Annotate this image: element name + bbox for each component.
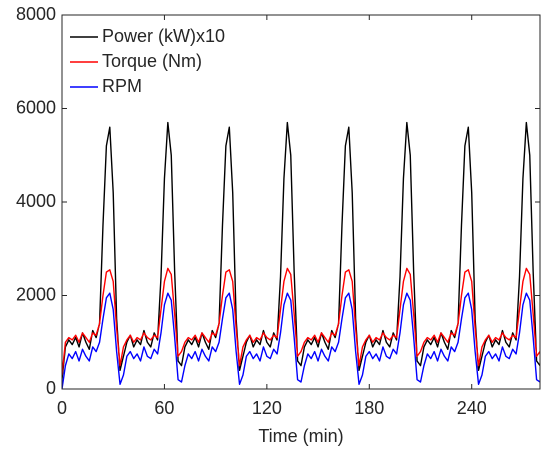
legend-label: RPM [102,76,142,96]
legend-label: Power (kW)x10 [102,26,225,46]
y-tick-label: 8000 [16,4,56,24]
series-line [62,292,540,389]
series-line [62,121,540,380]
x-tick-label: 60 [154,398,174,418]
x-axis-label: Time (min) [258,426,343,446]
x-tick-label: 180 [354,398,384,418]
x-tick-label: 240 [457,398,487,418]
series-line [62,267,540,376]
plot-frame [61,14,541,390]
x-tick-label: 120 [252,398,282,418]
y-tick-label: 0 [46,378,56,398]
x-tick-label: 0 [57,398,67,418]
y-tick-label: 2000 [16,284,56,304]
legend-label: Torque (Nm) [102,51,202,71]
y-tick-label: 4000 [16,191,56,211]
y-tick-label: 6000 [16,97,56,117]
